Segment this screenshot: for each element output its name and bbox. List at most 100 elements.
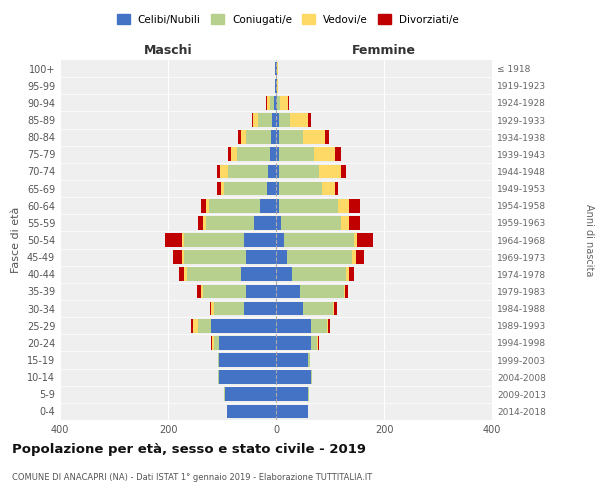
Bar xyxy=(217,164,220,178)
Bar xyxy=(228,164,268,178)
Bar xyxy=(276,302,303,316)
Bar xyxy=(349,199,360,212)
Bar xyxy=(241,268,276,281)
Bar xyxy=(343,284,345,298)
Text: Maschi: Maschi xyxy=(143,44,193,57)
Bar xyxy=(193,319,198,332)
Bar xyxy=(311,336,317,349)
Text: COMUNE DI ANACAPRI (NA) - Dati ISTAT 1° gennaio 2019 - Elaborazione TUTTITALIA.I: COMUNE DI ANACAPRI (NA) - Dati ISTAT 1° … xyxy=(12,472,372,482)
Bar xyxy=(247,284,276,298)
Bar xyxy=(287,250,352,264)
Bar xyxy=(244,302,276,316)
Bar xyxy=(202,284,203,298)
Bar xyxy=(214,302,244,316)
Bar xyxy=(290,113,308,127)
Bar xyxy=(276,113,278,127)
Bar xyxy=(334,302,337,316)
Bar xyxy=(173,250,182,264)
Bar xyxy=(220,336,276,349)
Bar xyxy=(277,96,280,110)
Bar xyxy=(276,353,308,367)
Bar xyxy=(198,216,203,230)
Bar xyxy=(211,319,276,332)
Bar xyxy=(301,284,343,298)
Bar xyxy=(276,284,301,298)
Bar xyxy=(278,182,322,196)
Bar xyxy=(349,216,360,230)
Bar xyxy=(356,250,364,264)
Bar xyxy=(325,130,329,144)
Bar xyxy=(268,164,276,178)
Bar xyxy=(206,216,254,230)
Bar xyxy=(166,233,182,247)
Bar xyxy=(252,113,253,127)
Bar xyxy=(278,199,338,212)
Bar xyxy=(354,233,357,247)
Bar xyxy=(278,164,319,178)
Bar xyxy=(357,233,373,247)
Bar xyxy=(184,250,247,264)
Bar xyxy=(244,233,276,247)
Bar xyxy=(311,370,312,384)
Bar xyxy=(217,182,221,196)
Bar xyxy=(211,302,214,316)
Text: Anni di nascita: Anni di nascita xyxy=(584,204,594,276)
Bar xyxy=(276,148,278,161)
Bar xyxy=(278,130,303,144)
Bar xyxy=(182,250,184,264)
Bar xyxy=(349,268,354,281)
Bar xyxy=(276,130,278,144)
Bar xyxy=(303,302,332,316)
Bar xyxy=(314,148,335,161)
Bar xyxy=(269,148,276,161)
Bar xyxy=(203,284,247,298)
Bar xyxy=(276,164,278,178)
Bar xyxy=(253,113,258,127)
Bar xyxy=(276,199,278,212)
Bar xyxy=(268,182,276,196)
Bar xyxy=(276,319,311,332)
Bar xyxy=(182,233,184,247)
Bar xyxy=(260,199,276,212)
Bar xyxy=(281,216,341,230)
Bar xyxy=(346,268,349,281)
Bar xyxy=(241,130,247,144)
Text: Femmine: Femmine xyxy=(352,44,416,57)
Bar xyxy=(270,96,274,110)
Bar xyxy=(209,302,211,316)
Bar xyxy=(276,336,311,349)
Bar xyxy=(179,268,184,281)
Bar xyxy=(214,336,220,349)
Bar xyxy=(278,113,290,127)
Bar xyxy=(328,319,330,332)
Bar xyxy=(332,302,334,316)
Bar xyxy=(276,370,311,384)
Bar xyxy=(227,404,276,418)
Bar xyxy=(209,199,260,212)
Bar xyxy=(230,148,237,161)
Bar xyxy=(211,336,212,349)
Bar xyxy=(237,148,269,161)
Bar xyxy=(203,216,206,230)
Bar xyxy=(184,233,244,247)
Bar xyxy=(271,130,276,144)
Bar xyxy=(187,268,241,281)
Bar xyxy=(212,336,214,349)
Bar xyxy=(338,199,349,212)
Bar xyxy=(276,388,308,401)
Bar xyxy=(322,182,335,196)
Bar xyxy=(319,164,341,178)
Bar xyxy=(276,233,284,247)
Bar xyxy=(352,250,356,264)
Bar xyxy=(341,164,346,178)
Bar xyxy=(335,182,338,196)
Bar xyxy=(198,319,211,332)
Bar xyxy=(274,96,276,110)
Bar xyxy=(311,319,328,332)
Bar xyxy=(206,199,209,212)
Bar xyxy=(220,353,276,367)
Bar xyxy=(220,370,276,384)
Bar xyxy=(335,148,341,161)
Bar xyxy=(224,182,268,196)
Bar xyxy=(228,148,230,161)
